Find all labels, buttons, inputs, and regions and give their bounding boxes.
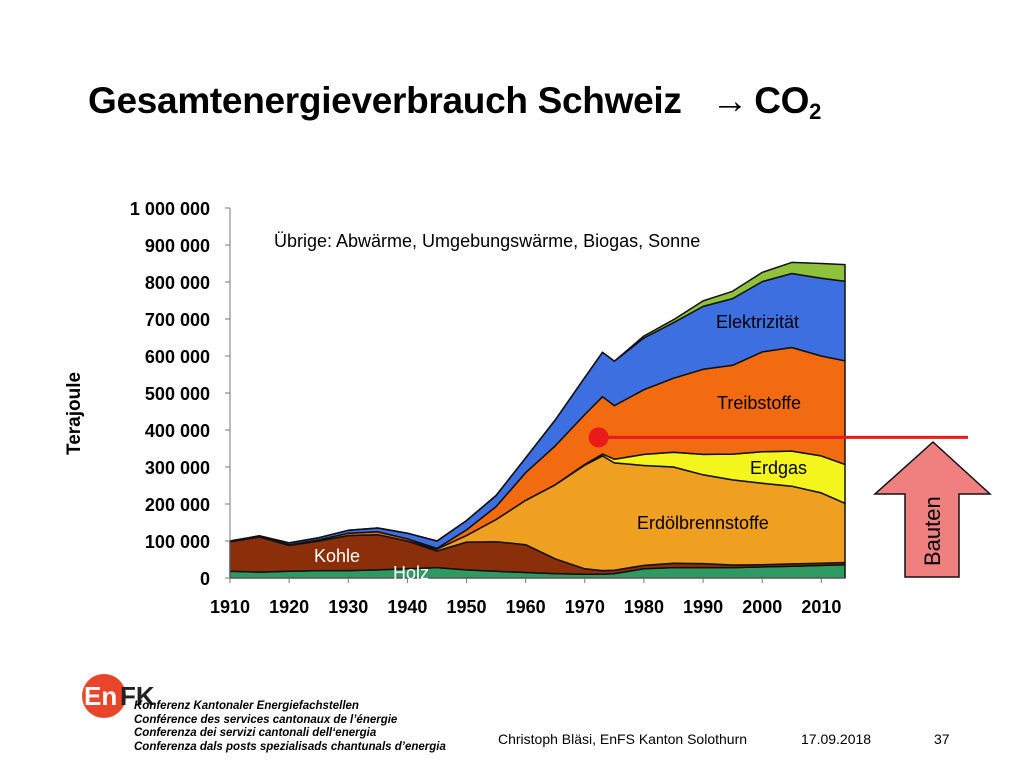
axes-group: 0 100 000 200 000 300 000 400 000 500 000 600 … xyxy=(130,199,845,617)
logo-circle-icon xyxy=(82,674,126,718)
series-labels-group: Übrige: Abwärme, Umgebungswärme, Biogas,… xyxy=(274,231,807,583)
x-tick-label: 2000 xyxy=(742,597,782,617)
series-label-kohle: Kohle xyxy=(314,546,360,566)
footer-author: Christoph Bläsi, EnFS Kanton Solothurn xyxy=(498,731,748,747)
series-label-erdgas: Erdgas xyxy=(750,458,807,478)
y-tick-label: 400 000 xyxy=(145,421,210,441)
footer-date: 17.09.2018 xyxy=(801,731,872,747)
title-co: CO xyxy=(754,80,810,121)
enfk-logo: En FK xyxy=(82,674,155,718)
area-series-6 xyxy=(229,261,846,544)
overlay-group: Bauten xyxy=(588,427,992,578)
org-line-rm: Conferenza dals posts spezialisads chant… xyxy=(134,740,446,753)
x-tick-label: 1940 xyxy=(387,597,427,617)
organisation-names: Konferenz Kantonaler Energiefachstellen … xyxy=(134,700,446,754)
title-co-subscript: 2 xyxy=(809,99,822,124)
series-label-holz: Holz xyxy=(393,563,429,583)
y-tick-label: 500 000 xyxy=(145,384,210,404)
y-tick-label: 100 000 xyxy=(145,532,210,552)
x-tick-label: 1970 xyxy=(565,597,605,617)
series-label-elektrizitaet: Elektrizität xyxy=(716,312,799,332)
series-label-treibstoffe: Treibstoffe xyxy=(717,393,801,413)
org-line-fr: Conférence des services cantonaux de l’é… xyxy=(134,713,398,726)
y-tick-label: 900 000 xyxy=(145,236,210,256)
y-tick-label: 700 000 xyxy=(145,310,210,330)
y-tick-label: 0 xyxy=(200,569,210,589)
series-label-erdoelbrennstoffe: Erdölbrennstoffe xyxy=(637,513,769,533)
title-main: Gesamtenergieverbrauch Schweiz xyxy=(88,80,682,121)
bauten-arrow-icon xyxy=(873,440,992,578)
y-tick-label: 600 000 xyxy=(145,347,210,367)
x-tick-label: 1920 xyxy=(269,597,309,617)
x-tick-label: 2010 xyxy=(801,597,841,617)
logo-fk-text: FK xyxy=(120,681,155,711)
y-tick-label: 800 000 xyxy=(145,273,210,293)
org-line-it: Conferenza dei servizi cantonali dell‘en… xyxy=(134,727,377,739)
x-tick-label: 1930 xyxy=(328,597,368,617)
logo-en-text: En xyxy=(84,681,117,711)
x-tick-label: 1990 xyxy=(683,597,723,617)
x-tick-label: 1910 xyxy=(210,597,250,617)
y-tick-label: 1 000 000 xyxy=(130,199,210,219)
x-tick-label: 1960 xyxy=(506,597,546,617)
arrow-right-icon: → xyxy=(711,80,749,121)
x-tick-label: 1980 xyxy=(624,597,664,617)
y-axis-title: Terajoule xyxy=(64,371,85,455)
bauten-label: Bauten xyxy=(920,496,945,566)
org-line-de: Konferenz Kantonaler Energiefachstellen xyxy=(134,700,359,712)
y-tick-label: 200 000 xyxy=(145,495,210,515)
marker-dot xyxy=(588,427,609,448)
series-label-uebrige: Übrige: Abwärme, Umgebungswärme, Biogas,… xyxy=(274,231,700,251)
x-tick-label: 1950 xyxy=(447,597,487,617)
y-tick-label: 300 000 xyxy=(145,458,210,478)
footer-page-number: 37 xyxy=(934,731,950,747)
slide-title: Gesamtenergieverbrauch Schweiz → CO2 xyxy=(88,80,821,125)
